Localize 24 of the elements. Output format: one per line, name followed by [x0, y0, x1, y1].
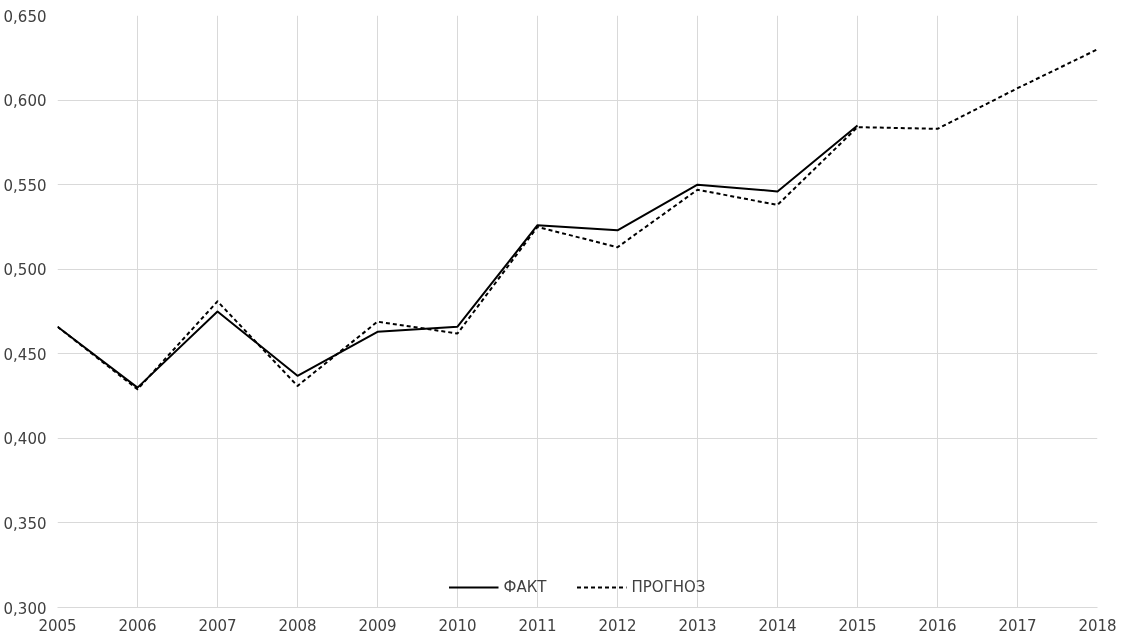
x-tick-label: 2006 [118, 616, 157, 633]
x-tick-label: 2015 [838, 616, 877, 633]
y-tick-label: 0,400 [3, 430, 47, 449]
x-tick-label: 2014 [758, 616, 797, 633]
y-tick-label: 0,450 [3, 345, 47, 364]
x-tick-label: 2012 [598, 616, 637, 633]
y-tick-label: 0,350 [3, 514, 47, 533]
x-tick-label: 2007 [198, 616, 237, 633]
x-tick-label: 2017 [998, 616, 1037, 633]
legend-label: ФАКТ [503, 578, 547, 596]
x-tick-label: 2005 [38, 616, 77, 633]
y-tick-label: 0,650 [3, 7, 47, 26]
x-tick-label: 2016 [918, 616, 957, 633]
x-tick-label: 2008 [278, 616, 317, 633]
x-tick-label: 2009 [358, 616, 397, 633]
x-tick-label: 2013 [678, 616, 717, 633]
y-tick-label: 0,300 [3, 599, 47, 618]
x-tick-label: 2011 [518, 616, 557, 633]
y-tick-label: 0,500 [3, 261, 47, 280]
x-tick-label: 2010 [438, 616, 477, 633]
y-tick-label: 0,600 [3, 92, 47, 111]
x-tick-label: 2018 [1078, 616, 1117, 633]
y-tick-label: 0,550 [3, 176, 47, 195]
legend-label: ПРОГНОЗ [631, 578, 706, 596]
